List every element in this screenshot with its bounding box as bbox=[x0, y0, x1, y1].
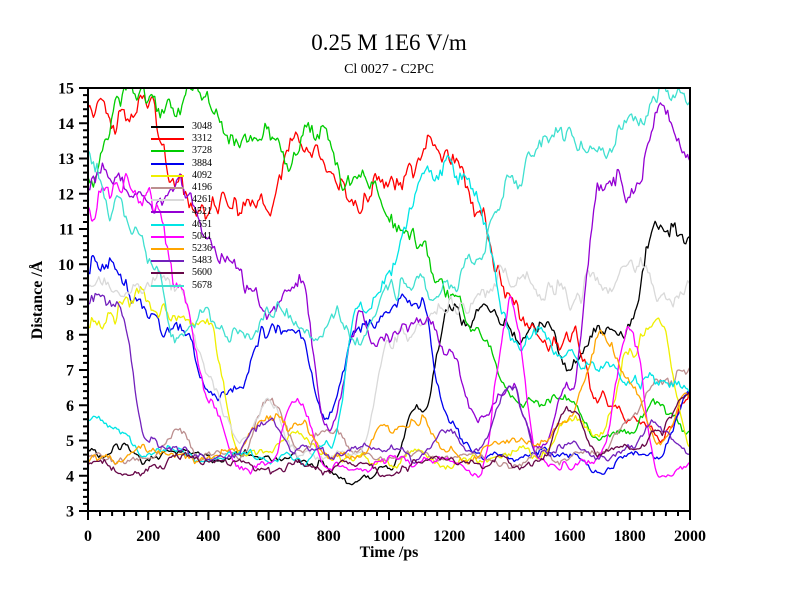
x-axis-label: Time /ps bbox=[359, 544, 419, 561]
chart-subtitle: Cl 0027 - C2PC bbox=[344, 62, 434, 77]
y-tick-label: 13 bbox=[58, 151, 74, 168]
legend-label: 4261 bbox=[192, 194, 212, 206]
legend-swatch bbox=[151, 235, 184, 238]
legend-item: 5600 bbox=[151, 267, 212, 279]
legend-label: 3728 bbox=[192, 145, 212, 157]
series-line-5041 bbox=[88, 172, 690, 478]
y-tick-label: 10 bbox=[58, 257, 74, 274]
x-tick-label: 1800 bbox=[614, 528, 646, 545]
legend-label: 3048 bbox=[192, 121, 212, 133]
legend-item: 5236 bbox=[151, 243, 212, 255]
legend-swatch bbox=[151, 162, 184, 165]
legend-swatch bbox=[151, 284, 184, 287]
x-tick-label: 600 bbox=[257, 528, 281, 545]
series-line-5600 bbox=[88, 391, 690, 478]
legend-label: 4651 bbox=[192, 218, 212, 230]
legend-item: 5041 bbox=[151, 231, 212, 243]
legend-label: 4196 bbox=[192, 182, 212, 194]
legend-swatch bbox=[151, 247, 184, 250]
legend-item: 5678 bbox=[151, 279, 212, 291]
legend-label: 4521 bbox=[192, 206, 212, 218]
y-tick-label: 9 bbox=[66, 292, 74, 309]
y-tick-label: 8 bbox=[66, 327, 74, 344]
x-tick-label: 200 bbox=[136, 528, 160, 545]
y-tick-label: 15 bbox=[58, 81, 74, 98]
legend-item: 4521 bbox=[151, 206, 212, 218]
legend-label: 3884 bbox=[192, 157, 212, 169]
y-tick-label: 5 bbox=[66, 433, 74, 450]
minor-ticks bbox=[83, 94, 679, 516]
legend-swatch bbox=[151, 187, 184, 190]
legend-item: 4651 bbox=[151, 219, 212, 231]
legend-item: 3884 bbox=[151, 158, 212, 170]
y-tick-label: 6 bbox=[66, 398, 74, 415]
major-ticks bbox=[79, 87, 691, 520]
legend-swatch bbox=[151, 260, 184, 263]
y-tick-label: 3 bbox=[66, 504, 74, 521]
legend-swatch bbox=[151, 138, 184, 141]
x-tick-label: 1400 bbox=[493, 528, 525, 545]
legend-label: 5236 bbox=[192, 242, 212, 254]
y-axis-label: Distance /Å bbox=[29, 260, 46, 340]
chart-title: 0.25 M 1E6 V/m bbox=[311, 30, 467, 55]
legend-label: 3312 bbox=[192, 133, 212, 145]
legend-label: 5600 bbox=[192, 267, 212, 279]
legend-swatch bbox=[151, 199, 184, 202]
series-line-5236 bbox=[88, 329, 690, 465]
x-tick-label: 1600 bbox=[554, 528, 586, 545]
legend-item: 4092 bbox=[151, 170, 212, 182]
x-tick-label: 400 bbox=[196, 528, 220, 545]
y-tick-label: 4 bbox=[66, 468, 74, 485]
legend-item: 3312 bbox=[151, 133, 212, 145]
y-tick-label: 14 bbox=[58, 116, 74, 133]
x-tick-label: 0 bbox=[84, 528, 92, 545]
legend-item: 5483 bbox=[151, 255, 212, 267]
y-tick-label: 12 bbox=[58, 186, 74, 203]
x-tick-label: 800 bbox=[317, 528, 341, 545]
series-line-4092 bbox=[88, 286, 690, 470]
y-tick-label: 7 bbox=[66, 363, 74, 380]
legend-label: 5483 bbox=[192, 255, 212, 267]
legend-item: 4196 bbox=[151, 182, 212, 194]
x-tick-label: 1000 bbox=[373, 528, 405, 545]
plot-frame bbox=[87, 87, 691, 512]
legend-label: 5041 bbox=[192, 230, 212, 242]
series-line-5678 bbox=[88, 88, 690, 346]
series-line-3884 bbox=[88, 254, 690, 475]
series-line-4521 bbox=[88, 102, 690, 449]
y-tick-label: 11 bbox=[59, 222, 74, 239]
legend-item: 3048 bbox=[151, 121, 212, 133]
legend-swatch bbox=[151, 272, 184, 275]
series-line-5483 bbox=[88, 292, 690, 464]
legend: 3048 3312 3728 3884 4092 4196 4261 4521 4651 5041… bbox=[151, 121, 212, 292]
legend-swatch bbox=[151, 126, 184, 129]
legend-swatch bbox=[151, 223, 184, 226]
legend-label: 4092 bbox=[192, 169, 212, 181]
legend-item: 3728 bbox=[151, 145, 212, 157]
series-line-3312 bbox=[88, 94, 690, 443]
series-group bbox=[88, 88, 690, 486]
x-tick-label: 2000 bbox=[674, 528, 706, 545]
series-line-4196 bbox=[88, 367, 690, 469]
legend-item: 4261 bbox=[151, 194, 212, 206]
legend-swatch bbox=[151, 211, 184, 214]
legend-swatch bbox=[151, 174, 184, 177]
legend-swatch bbox=[151, 150, 184, 153]
legend-label: 5678 bbox=[192, 279, 212, 291]
x-tick-label: 1200 bbox=[433, 528, 465, 545]
